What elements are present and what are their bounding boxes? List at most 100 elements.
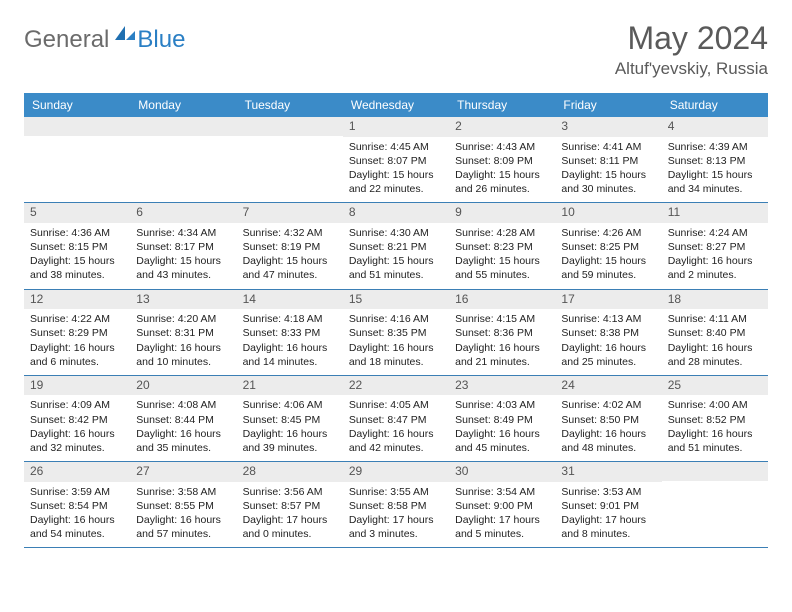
calendar-cell [237,117,343,202]
day-sunrise: Sunrise: 3:55 AM [349,485,443,499]
day-day2: and 55 minutes. [455,268,549,282]
day-number: 13 [130,290,236,310]
day-number: 25 [662,376,768,396]
calendar-cell: 31Sunrise: 3:53 AMSunset: 9:01 PMDayligh… [555,462,661,547]
day-content: Sunrise: 4:39 AMSunset: 8:13 PMDaylight:… [662,137,768,203]
day-sunrise: Sunrise: 3:58 AM [136,485,230,499]
calendar-cell: 18Sunrise: 4:11 AMSunset: 8:40 PMDayligh… [662,290,768,375]
day-day1: Daylight: 15 hours [349,254,443,268]
day-day1: Daylight: 16 hours [349,427,443,441]
day-sunrise: Sunrise: 4:13 AM [561,312,655,326]
day-content: Sunrise: 4:16 AMSunset: 8:35 PMDaylight:… [343,309,449,375]
day-day1: Daylight: 16 hours [136,427,230,441]
day-sunrise: Sunrise: 4:05 AM [349,398,443,412]
day-day2: and 34 minutes. [668,182,762,196]
day-number: 7 [237,203,343,223]
day-content: Sunrise: 4:41 AMSunset: 8:11 PMDaylight:… [555,137,661,203]
brand-part1: General [24,26,109,54]
calendar-row: 12Sunrise: 4:22 AMSunset: 8:29 PMDayligh… [24,290,768,376]
day-content: Sunrise: 3:54 AMSunset: 9:00 PMDaylight:… [449,482,555,548]
day-day2: and 54 minutes. [30,527,124,541]
day-day2: and 2 minutes. [668,268,762,282]
day-sunset: Sunset: 8:13 PM [668,154,762,168]
calendar-cell [662,462,768,547]
calendar-cell: 8Sunrise: 4:30 AMSunset: 8:21 PMDaylight… [343,203,449,288]
day-content: Sunrise: 4:26 AMSunset: 8:25 PMDaylight:… [555,223,661,289]
day-sunrise: Sunrise: 4:15 AM [455,312,549,326]
day-sunset: Sunset: 8:44 PM [136,413,230,427]
day-sunrise: Sunrise: 4:02 AM [561,398,655,412]
brand-logo: General Blue [24,20,185,54]
day-number: 27 [130,462,236,482]
day-sunrise: Sunrise: 4:30 AM [349,226,443,240]
calendar-cell: 27Sunrise: 3:58 AMSunset: 8:55 PMDayligh… [130,462,236,547]
calendar-row: 5Sunrise: 4:36 AMSunset: 8:15 PMDaylight… [24,203,768,289]
day-sunrise: Sunrise: 3:53 AM [561,485,655,499]
day-sunset: Sunset: 8:47 PM [349,413,443,427]
calendar-cell: 30Sunrise: 3:54 AMSunset: 9:00 PMDayligh… [449,462,555,547]
day-sunset: Sunset: 8:21 PM [349,240,443,254]
day-sunset: Sunset: 8:15 PM [30,240,124,254]
day-number: 14 [237,290,343,310]
day-number: 18 [662,290,768,310]
day-content: Sunrise: 4:34 AMSunset: 8:17 PMDaylight:… [130,223,236,289]
day-sunrise: Sunrise: 4:34 AM [136,226,230,240]
day-sunset: Sunset: 8:23 PM [455,240,549,254]
day-number: 12 [24,290,130,310]
day-number: 6 [130,203,236,223]
calendar-cell: 3Sunrise: 4:41 AMSunset: 8:11 PMDaylight… [555,117,661,202]
day-content: Sunrise: 4:18 AMSunset: 8:33 PMDaylight:… [237,309,343,375]
calendar-row: 19Sunrise: 4:09 AMSunset: 8:42 PMDayligh… [24,376,768,462]
day-sunset: Sunset: 8:07 PM [349,154,443,168]
day-sunrise: Sunrise: 4:08 AM [136,398,230,412]
day-content: Sunrise: 4:11 AMSunset: 8:40 PMDaylight:… [662,309,768,375]
day-number: 16 [449,290,555,310]
day-sunrise: Sunrise: 4:28 AM [455,226,549,240]
day-day1: Daylight: 16 hours [136,341,230,355]
day-day1: Daylight: 15 hours [243,254,337,268]
day-number: 24 [555,376,661,396]
day-sunset: Sunset: 8:17 PM [136,240,230,254]
day-sunset: Sunset: 8:36 PM [455,326,549,340]
day-content: Sunrise: 4:09 AMSunset: 8:42 PMDaylight:… [24,395,130,461]
day-day2: and 57 minutes. [136,527,230,541]
weekday-header: Monday [130,93,236,117]
day-day1: Daylight: 17 hours [349,513,443,527]
weekday-header: Tuesday [237,93,343,117]
day-content: Sunrise: 4:20 AMSunset: 8:31 PMDaylight:… [130,309,236,375]
weekday-header: Sunday [24,93,130,117]
day-day1: Daylight: 16 hours [30,341,124,355]
calendar-cell: 21Sunrise: 4:06 AMSunset: 8:45 PMDayligh… [237,376,343,461]
day-number: 22 [343,376,449,396]
day-number: 3 [555,117,661,137]
day-day1: Daylight: 16 hours [136,513,230,527]
day-sunset: Sunset: 8:33 PM [243,326,337,340]
weekday-header: Wednesday [343,93,449,117]
day-day2: and 5 minutes. [455,527,549,541]
day-content: Sunrise: 4:36 AMSunset: 8:15 PMDaylight:… [24,223,130,289]
day-content: Sunrise: 4:28 AMSunset: 8:23 PMDaylight:… [449,223,555,289]
day-content: Sunrise: 4:08 AMSunset: 8:44 PMDaylight:… [130,395,236,461]
day-sunset: Sunset: 8:40 PM [668,326,762,340]
brand-part2: Blue [137,26,185,54]
calendar-cell: 4Sunrise: 4:39 AMSunset: 8:13 PMDaylight… [662,117,768,202]
day-content: Sunrise: 3:55 AMSunset: 8:58 PMDaylight:… [343,482,449,548]
day-content: Sunrise: 4:30 AMSunset: 8:21 PMDaylight:… [343,223,449,289]
day-number: 31 [555,462,661,482]
day-number: 26 [24,462,130,482]
empty-day [662,462,768,481]
calendar-cell: 19Sunrise: 4:09 AMSunset: 8:42 PMDayligh… [24,376,130,461]
day-sunrise: Sunrise: 4:09 AM [30,398,124,412]
day-sunset: Sunset: 8:54 PM [30,499,124,513]
day-content: Sunrise: 3:56 AMSunset: 8:57 PMDaylight:… [237,482,343,548]
day-day2: and 10 minutes. [136,355,230,369]
day-content: Sunrise: 4:13 AMSunset: 8:38 PMDaylight:… [555,309,661,375]
day-content: Sunrise: 4:03 AMSunset: 8:49 PMDaylight:… [449,395,555,461]
day-day1: Daylight: 16 hours [668,427,762,441]
day-sunrise: Sunrise: 4:24 AM [668,226,762,240]
day-day1: Daylight: 15 hours [668,168,762,182]
day-day2: and 26 minutes. [455,182,549,196]
day-sunrise: Sunrise: 4:06 AM [243,398,337,412]
day-day1: Daylight: 16 hours [455,341,549,355]
day-day1: Daylight: 16 hours [30,513,124,527]
